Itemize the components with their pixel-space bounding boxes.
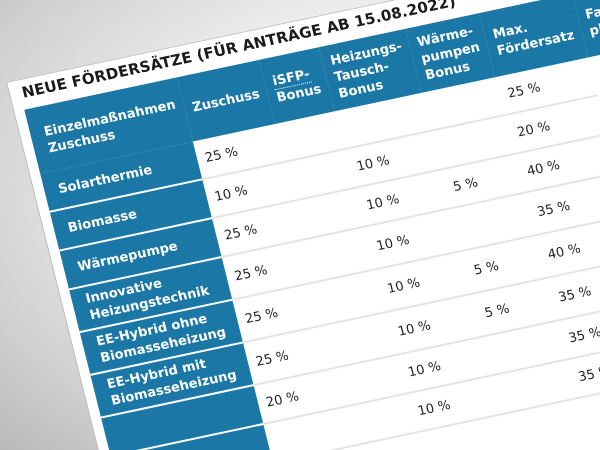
rates-document: NEUE FÖRDERSÄTZE (FÜR ANTRÄGE AB 15.08.2… bbox=[6, 0, 600, 450]
